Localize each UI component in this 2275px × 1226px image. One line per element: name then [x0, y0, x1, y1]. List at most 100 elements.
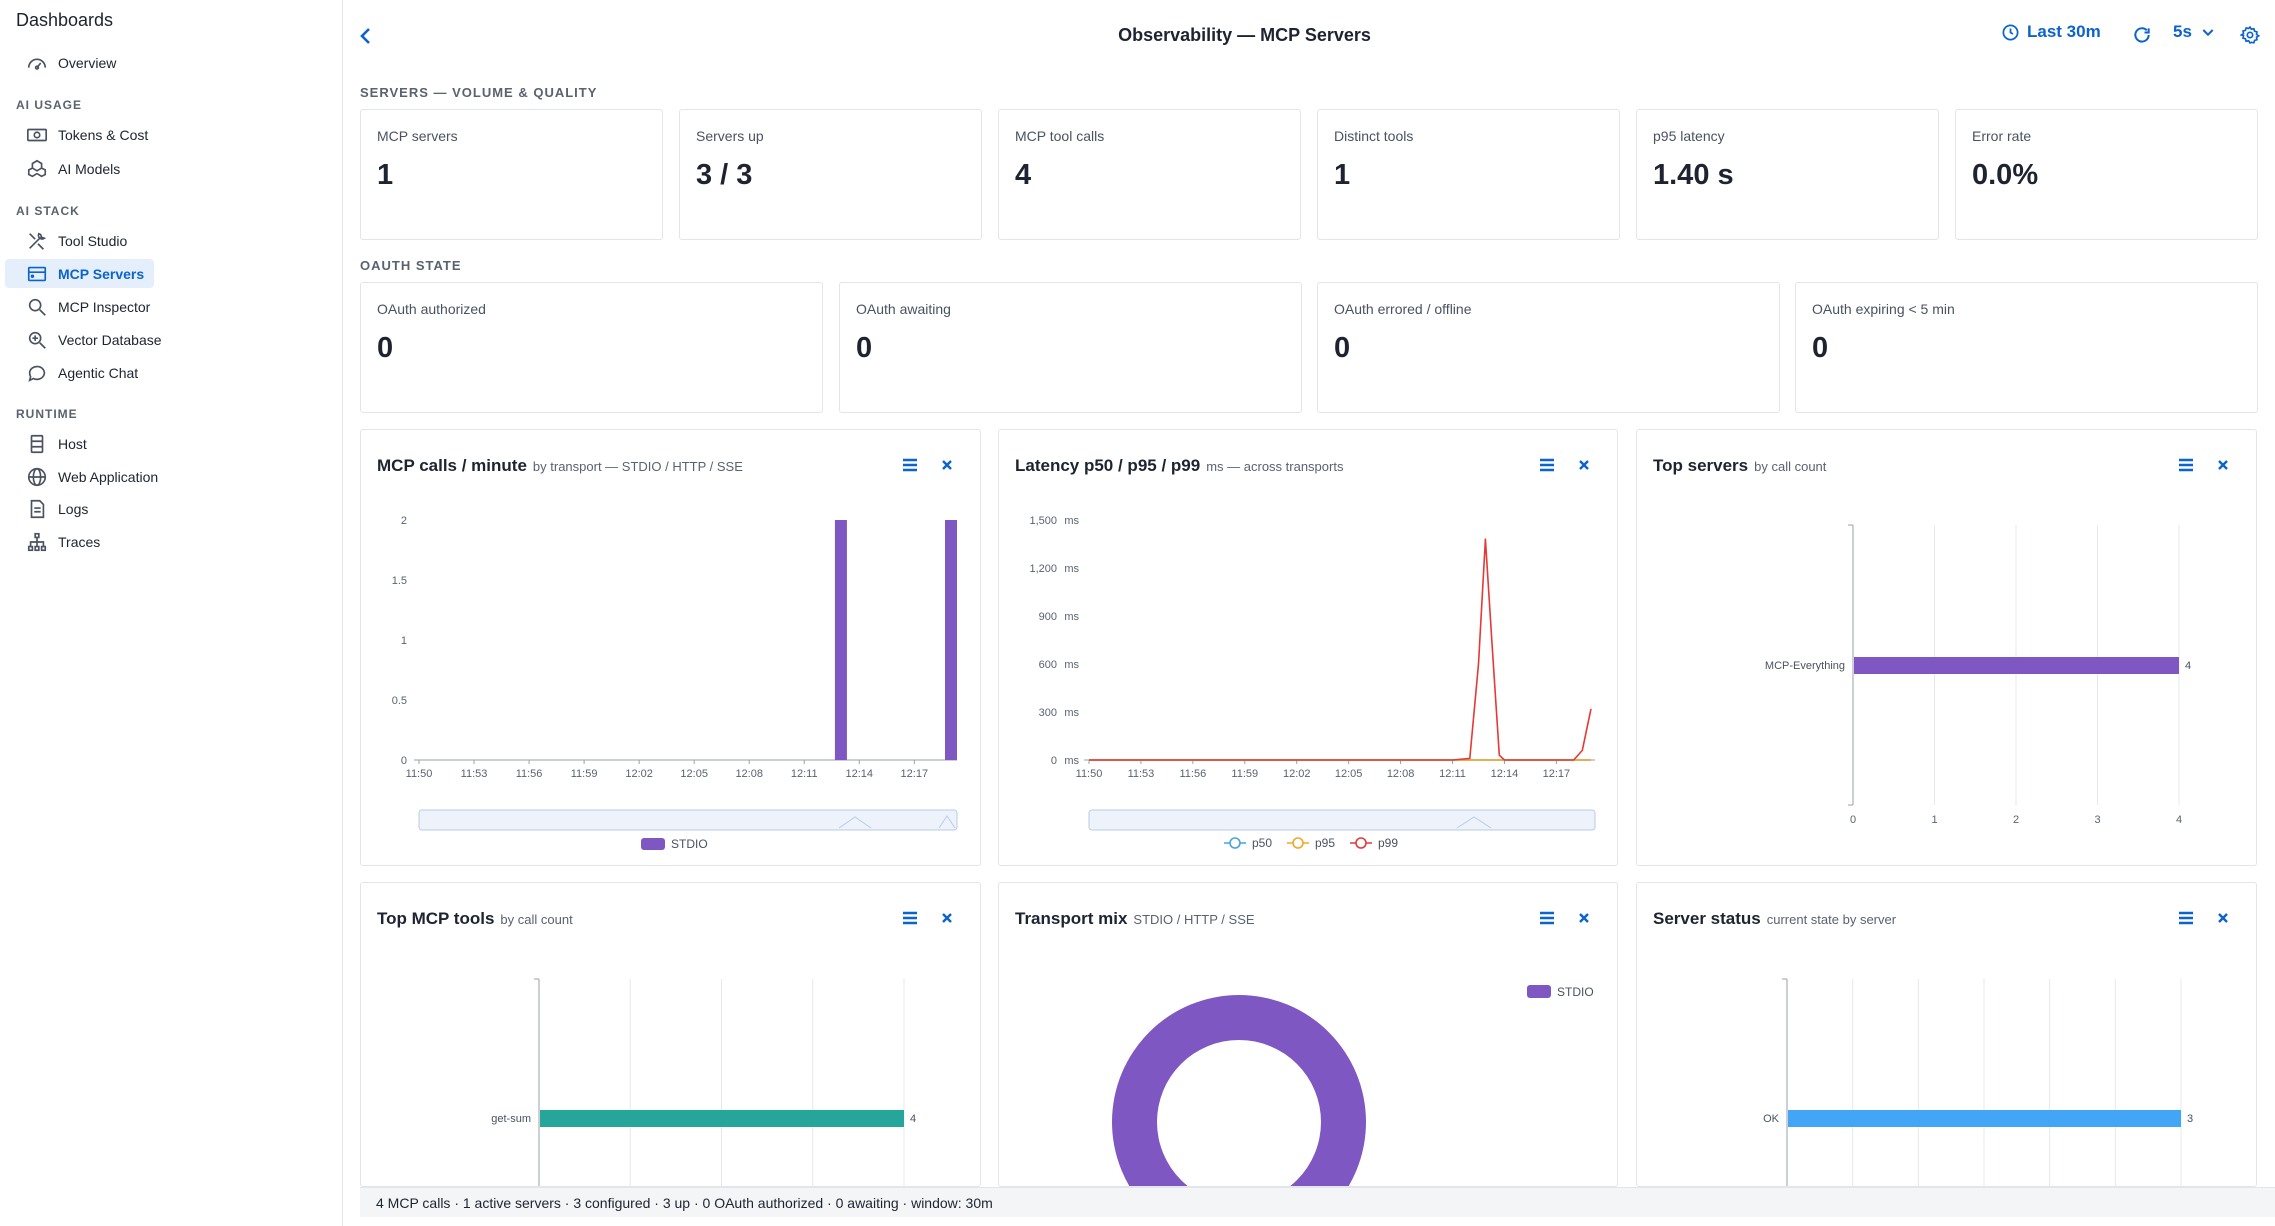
- bar: [540, 1110, 904, 1127]
- sidebar-item-label: Tokens & Cost: [58, 126, 149, 143]
- sidebar-item-label: Web Application: [58, 468, 159, 485]
- close-icon[interactable]: [2212, 454, 2234, 476]
- stat-value: 0.0%: [1972, 159, 2039, 191]
- sidebar-item-host[interactable]: Host: [5, 429, 97, 458]
- gear-icon[interactable]: [2240, 25, 2260, 45]
- legend-label: p50: [1252, 836, 1272, 850]
- data-label: 3: [2187, 1113, 2193, 1125]
- zoom-slider-preview: [838, 815, 956, 829]
- sidebar-section-ai-usage: AI USAGE: [16, 98, 83, 112]
- page-header: Observability — MCP Servers Last 30m 5s: [344, 0, 2275, 74]
- refresh-interval-select[interactable]: 5s: [2173, 22, 2216, 42]
- sidebar-item-mcp-servers[interactable]: MCP Servers: [5, 259, 155, 288]
- refresh-interval-label: 5s: [2173, 22, 2192, 41]
- globe-icon: [27, 467, 47, 486]
- stat-card-oauth-authorized: OAuth authorized 0: [360, 282, 823, 413]
- stat-value: 3 / 3: [696, 159, 753, 191]
- hamburger-menu-icon[interactable]: [899, 907, 921, 929]
- stat-card-mcp-servers: MCP servers 1: [360, 109, 663, 240]
- close-icon[interactable]: [1573, 454, 1595, 476]
- sidebar-item-logs[interactable]: Logs: [5, 494, 98, 523]
- chevron-left-icon[interactable]: [354, 22, 378, 50]
- stat-value: 4: [1015, 159, 1032, 191]
- sidebar-item-label: Vector Database: [58, 331, 162, 348]
- stat-card-servers-up: Servers up 3 / 3: [679, 109, 982, 240]
- sidebar-item-overview[interactable]: Overview: [5, 48, 126, 77]
- x-tick-label: 11:53: [1128, 768, 1155, 780]
- stat-label: MCP tool calls: [1015, 128, 1105, 144]
- legend-swatch: [1527, 985, 1551, 998]
- zoom-in-icon: [28, 331, 46, 349]
- transport-chart: STDIO: [1112, 985, 1594, 1186]
- sidebar-item-web-application[interactable]: Web Application: [5, 462, 168, 491]
- x-tick-label: 12:05: [680, 768, 708, 780]
- hamburger-menu-icon[interactable]: [2175, 907, 2197, 929]
- sidebar-item-label: MCP Inspector: [58, 298, 151, 315]
- donut-slice: [1112, 995, 1366, 1186]
- hierarchy-icon: [27, 532, 47, 551]
- x-tick-label: 1: [1931, 814, 1937, 826]
- hamburger-menu-icon[interactable]: [1536, 454, 1558, 476]
- stat-value: 0: [1812, 332, 1829, 364]
- y-tick-label: 1: [401, 635, 407, 647]
- y-tick-label: 1,200: [1029, 563, 1057, 575]
- sidebar-item-vector-database[interactable]: Vector Database: [5, 325, 172, 354]
- panel-subtitle: by call count: [1754, 459, 1827, 474]
- close-icon[interactable]: [936, 454, 958, 476]
- panel-title-text: Server status: [1653, 909, 1761, 928]
- stat-value: 0: [1334, 332, 1351, 364]
- x-tick-label: 12:05: [1335, 768, 1363, 780]
- sidebar-item-tokens-cost[interactable]: Tokens & Cost: [5, 120, 158, 149]
- x-tick-label: 12:11: [1439, 768, 1466, 780]
- tools-icon: [29, 232, 47, 250]
- close-icon[interactable]: [2212, 907, 2234, 929]
- stat-card-oauth-expiring: OAuth expiring < 5 min 0: [1795, 282, 2258, 413]
- sidebar-item-label: AI Models: [58, 160, 121, 177]
- panel-subtitle: by call count: [500, 912, 573, 927]
- panel-latency: 0 ms 300 ms 600 ms 900 ms 1,200 ms 1,500 ms 11:50 11:…: [998, 429, 1618, 866]
- hamburger-menu-icon[interactable]: [899, 454, 921, 476]
- sidebar-item-label: MCP Servers: [58, 265, 145, 282]
- panel-title: MCP calls / minute by transport — STDIO /…: [377, 456, 743, 476]
- x-tick-label: 11:56: [516, 768, 543, 780]
- panel-title-text: Latency p50 / p95 / p99: [1015, 456, 1201, 475]
- sidebar-item-agentic-chat[interactable]: Agentic Chat: [5, 358, 148, 387]
- close-icon[interactable]: [1573, 907, 1595, 929]
- hamburger-menu-icon[interactable]: [2175, 454, 2197, 476]
- panel-subtitle: current state by server: [1766, 912, 1897, 927]
- y-unit-label: ms: [1064, 563, 1079, 575]
- stat-label: Distinct tools: [1334, 128, 1414, 144]
- sidebar-item-label: Traces: [58, 533, 101, 550]
- y-tick-label: 300: [1039, 707, 1057, 719]
- close-icon[interactable]: [936, 907, 958, 929]
- x-tick-label: 12:02: [1283, 768, 1311, 780]
- time-range-picker[interactable]: Last 30m: [2001, 22, 2101, 42]
- sidebar-item-mcp-inspector[interactable]: MCP Inspector: [5, 292, 160, 321]
- stat-label: MCP servers: [377, 128, 458, 144]
- x-tick-label: 12:14: [1491, 768, 1519, 780]
- panel-title-text: Transport mix: [1015, 909, 1128, 928]
- sidebar-item-ai-models[interactable]: AI Models: [5, 154, 130, 183]
- series-line-p99: [1089, 538, 1592, 761]
- clock-icon: [2002, 24, 2019, 40]
- cubes-icon: [27, 159, 47, 177]
- sidebar-item-label: Tool Studio: [58, 232, 128, 249]
- hamburger-menu-icon[interactable]: [1536, 907, 1558, 929]
- legend-marker: [1229, 837, 1241, 849]
- panel-server-status: OK 3 Server status current state by server: [1636, 882, 2257, 1187]
- stat-card-distinct-tools: Distinct tools 1: [1317, 109, 1620, 240]
- stat-card-p95-latency: p95 latency 1.40 s: [1636, 109, 1939, 240]
- zoom-slider: [418, 809, 958, 831]
- panel-subtitle: by transport — STDIO / HTTP / SSE: [532, 459, 743, 474]
- sidebar-item-traces[interactable]: Traces: [5, 527, 110, 556]
- panel-transport-mix: STDIO Transport mix STDIO / HTTP / SSE: [998, 882, 1618, 1187]
- panel-title-text: Top servers: [1653, 456, 1749, 475]
- stat-label: p95 latency: [1653, 128, 1725, 144]
- stat-value: 0: [856, 332, 873, 364]
- refresh-icon[interactable]: [2132, 25, 2152, 45]
- top-tools-chart: get-sum 4: [491, 978, 916, 1186]
- sidebar-item-tool-studio[interactable]: Tool Studio: [5, 226, 137, 255]
- legend-label: p99: [1378, 836, 1398, 850]
- x-tick-label: 4: [2176, 814, 2182, 826]
